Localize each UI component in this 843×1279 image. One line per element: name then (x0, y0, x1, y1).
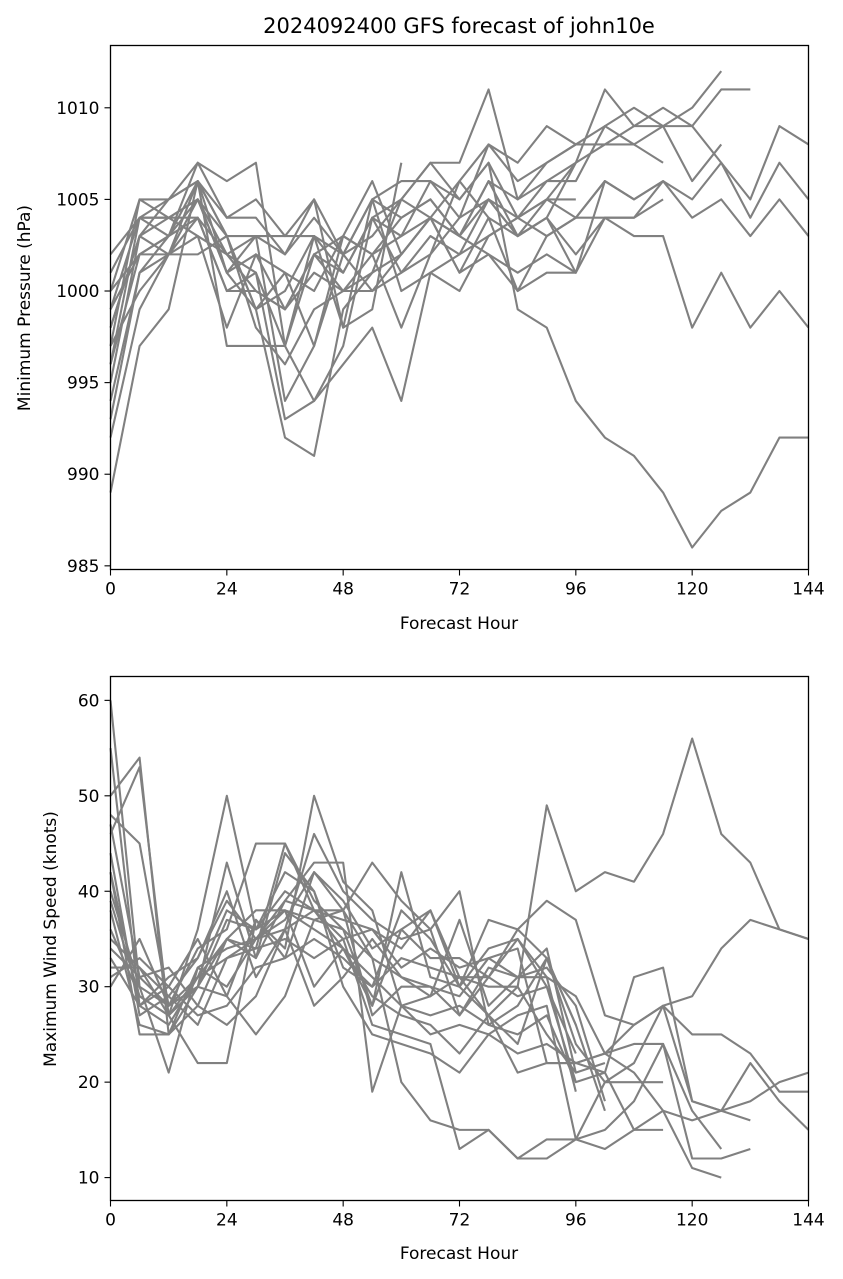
pressure-y-tick-label: 1000 (56, 282, 99, 302)
pressure-forecast-line-16 (109, 162, 577, 311)
pressure-series-group (109, 70, 810, 549)
pressure-x-tick-label: 24 (216, 580, 238, 600)
wind-axes: 0 24 48 72 96 120 144 10 20 30 40 50 60 (78, 691, 825, 1230)
pressure-y-tick-label: 990 (67, 465, 99, 485)
pressure-x-tick-label: 72 (449, 580, 471, 600)
pressure-y-tick-label: 1005 (56, 190, 99, 210)
wind-y-tick-label: 10 (78, 1169, 100, 1189)
pressure-forecast-line-12 (109, 125, 577, 421)
pressure-y-tick-label: 995 (67, 374, 99, 394)
wind-forecast-line-2 (109, 700, 809, 1074)
pressure-forecast-line-13 (109, 198, 664, 420)
wind-y-axis-label: Maximum Wind Speed (knots) (41, 811, 61, 1067)
wind-x-tick-label: 120 (676, 1211, 708, 1231)
wind-plot-frame (109, 675, 810, 1202)
wind-forecast-line-19 (109, 824, 577, 1054)
wind-forecast-line-12 (109, 852, 751, 1122)
pressure-forecast-line-8 (109, 161, 810, 402)
wind-chart: 0 24 48 72 96 120 144 10 20 30 40 50 60 Forecast Hou… (41, 675, 825, 1264)
wind-y-tick-label: 60 (78, 691, 100, 711)
wind-forecast-line-10 (109, 861, 723, 1150)
wind-forecast-line-8 (109, 871, 722, 1179)
wind-x-tick-label: 144 (792, 1211, 824, 1231)
pressure-forecast-line-1 (109, 180, 810, 493)
wind-y-tick-label: 20 (78, 1073, 100, 1093)
pressure-y-axis-label: Minimum Pressure (hPa) (15, 205, 35, 411)
pressure-plot-frame (109, 44, 810, 571)
pressure-x-tick-label: 144 (792, 580, 824, 600)
wind-series-group (109, 700, 810, 1179)
wind-x-axis-label: Forecast Hour (400, 1244, 518, 1264)
wind-forecast-line-18 (109, 871, 577, 1046)
pressure-axes: 0 24 48 72 96 120 144 985 990 995 1000 1005 1010 (56, 99, 824, 600)
pressure-x-axis-label: Forecast Hour (400, 614, 518, 634)
pressure-y-tick-label: 1010 (56, 99, 99, 119)
pressure-forecast-line-17 (109, 216, 576, 293)
wind-x-tick-label: 24 (216, 1211, 238, 1231)
wind-x-tick-label: 72 (449, 1211, 471, 1231)
pressure-forecast-line-9 (109, 88, 810, 383)
wind-y-tick-label: 50 (78, 787, 100, 807)
pressure-chart: 0 24 48 72 96 120 144 985 990 995 1000 1005 1010 For… (15, 44, 825, 634)
pressure-x-tick-label: 0 (105, 580, 116, 600)
wind-forecast-line-16 (109, 909, 577, 1083)
wind-x-tick-label: 48 (332, 1211, 354, 1231)
wind-forecast-line-14 (109, 794, 606, 1102)
pressure-y-tick-label: 985 (67, 557, 99, 577)
pressure-x-tick-label: 48 (332, 580, 354, 600)
pressure-x-tick-label: 120 (676, 580, 708, 600)
pressure-forecast-line-6 (109, 125, 664, 292)
wind-forecast-line-13 (110, 832, 606, 1112)
wind-x-tick-label: 0 (105, 1211, 116, 1231)
wind-x-tick-label: 96 (565, 1211, 587, 1231)
wind-forecast-line-17 (109, 871, 577, 1092)
pressure-x-tick-label: 96 (565, 580, 587, 600)
wind-y-tick-label: 30 (78, 978, 100, 998)
figure-title: 2024092400 GFS forecast of john10e (263, 14, 655, 38)
wind-y-tick-label: 40 (78, 882, 100, 902)
